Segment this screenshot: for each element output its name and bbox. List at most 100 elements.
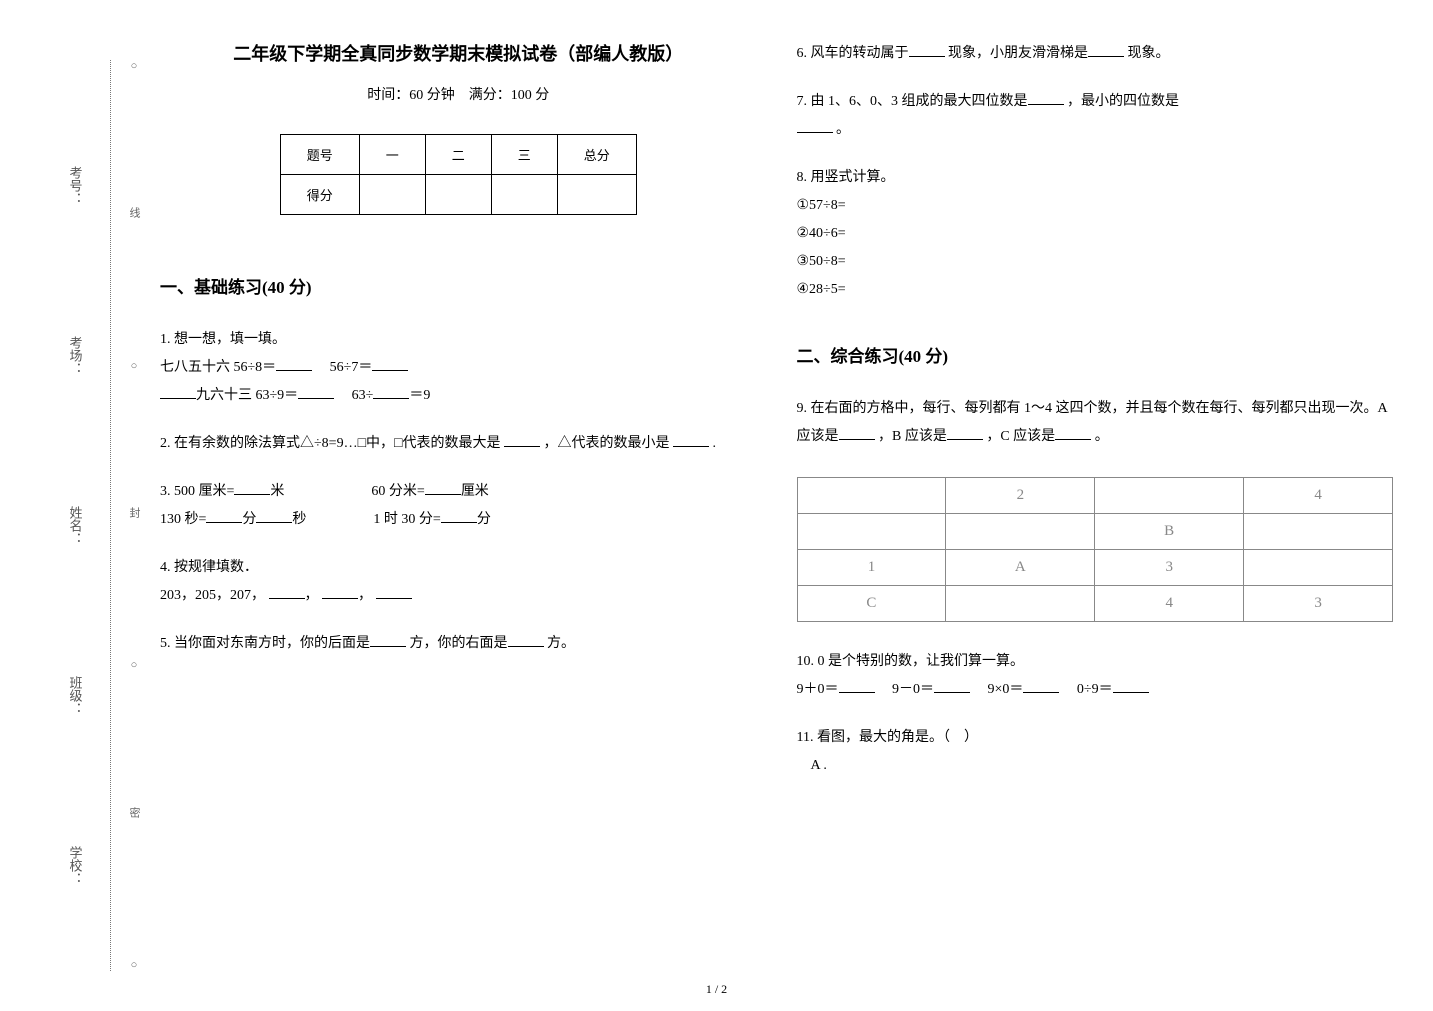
blank [1113,679,1149,693]
blank [372,357,408,371]
grid-cell [946,514,1095,550]
q3-text: 厘米 [461,484,489,499]
q4-seq: 203，205，207， ， ， [160,582,757,610]
q1-text: 63÷ [338,388,374,403]
blank [160,385,196,399]
grid-cell [1244,550,1393,586]
table-row: 2 4 [797,478,1393,514]
q7-text: 7. 由 1、6、0、3 组成的最大四位数是 [797,94,1028,109]
q4-stem: 4. 按规律填数． [160,554,757,582]
table-row: C 4 3 [797,586,1393,622]
grid-cell: C [797,586,946,622]
question-3: 3. 500 厘米=米 60 分米=厘米 130 秒=分秒 1 时 30 分=分 [160,478,757,534]
question-11: 11. 看图，最大的角是。（ ） A . [797,724,1394,780]
blank [322,585,358,599]
q8-item: ④28÷5= [797,276,1394,304]
seal-seg-2: 封 [126,507,142,524]
spine-labels: 考号： 考场： 姓名： 班级： 学校： [60,100,90,951]
question-4: 4. 按规律填数． 203，205，207， ， ， [160,554,757,610]
blank [1088,43,1124,57]
q2-text: . [713,436,717,451]
q8-item: ③50÷8= [797,248,1394,276]
q1-text: 九六十三 63÷9＝ [196,388,298,403]
blank [508,633,544,647]
q10-text: 0÷9＝ [1077,682,1113,697]
question-8: 8. 用竖式计算。 ①57÷8= ②40÷6= ③50÷8= ④28÷5= [797,164,1394,304]
grid-cell [1095,478,1244,514]
blank [234,481,270,495]
q3-text: 米 [270,484,284,499]
q7-text: 。 [836,122,850,137]
blank [909,43,945,57]
score-label: 得分 [280,175,359,215]
question-9: 9. 在右面的方格中，每行、每列都有 1～4 这四个数，并且每个数在每行、每列都… [797,395,1394,451]
blank [839,426,875,440]
blank [256,509,292,523]
blank [298,385,334,399]
q10-stem: 10. 0 是个特别的数，让我们算一算。 [797,648,1394,676]
score-table: 题号 一 二 三 总分 得分 [280,134,637,215]
blank [934,679,970,693]
score-head: 题号 [280,135,359,175]
q3-text: 1 时 30 分= [373,512,440,527]
question-10: 10. 0 是个特别的数，让我们算一算。 9＋0＝ 9－0＝ 9×0＝ 0÷9＝ [797,648,1394,704]
q2-text: ，△代表的数最小是 [544,436,670,451]
q5-text: 5. 当你面对东南方时，你的后面是 [160,636,370,651]
q3-text: 秒 [292,512,306,527]
q10-text: 9－0＝ [892,682,934,697]
score-cell [425,175,491,215]
blank [370,633,406,647]
right-column: 6. 风车的转动属于 现象，小朋友滑滑梯是 现象。 7. 由 1、6、0、3 组… [797,40,1394,971]
blank [441,509,477,523]
score-cell [359,175,425,215]
q1-line2: 九六十三 63÷9＝ 63÷ ＝9 [160,382,757,410]
blank [839,679,875,693]
q3-text: 60 分米= [371,484,424,499]
question-5: 5. 当你面对东南方时，你的后面是 方，你的右面是 方。 [160,630,757,658]
table-row: 1 A 3 [797,550,1393,586]
q4-text: 203，205，207， [160,588,265,603]
grid-cell [1244,514,1393,550]
table-row: 得分 [280,175,636,215]
exam-subtitle: 时间：60 分钟 满分：100 分 [160,84,757,104]
blank [947,426,983,440]
blank [673,433,709,447]
grid-cell: B [1095,514,1244,550]
score-cell [491,175,557,215]
grid-cell [797,478,946,514]
q8-stem: 8. 用竖式计算。 [797,164,1394,192]
q3-text: 分 [477,512,491,527]
seal-seg-3: 密 [126,807,142,824]
table-row: B [797,514,1393,550]
score-head: 一 [359,135,425,175]
q1-text: 七八五十六 56÷8＝ [160,360,276,375]
q3-text: 3. 500 厘米= [160,484,234,499]
blank [206,509,242,523]
q10-exprs: 9＋0＝ 9－0＝ 9×0＝ 0÷9＝ [797,676,1394,704]
q6-text: 现象，小朋友滑滑梯是 [948,46,1088,61]
seal-line-text: ○ 线 ○ 封 ○ 密 ○ [128,60,140,971]
left-column: 二年级下学期全真同步数学期末模拟试卷（部编人教版） 时间：60 分钟 满分：10… [160,40,757,971]
grid-cell: A [946,550,1095,586]
circle-icon: ○ [131,60,138,72]
q11-stem: 11. 看图，最大的角是。（ ） [797,724,1394,752]
grid-cell: 2 [946,478,1095,514]
exam-title: 二年级下学期全真同步数学期末模拟试卷（部编人教版） [160,40,757,66]
section-1-heading: 一、基础练习(40 分) [160,273,757,298]
number-grid: 2 4 B 1 A 3 C 4 3 [797,477,1394,622]
spine-name: 姓名： [66,506,85,545]
section-2-heading: 二、综合练习(40 分) [797,342,1394,367]
q5-text: 方，你的右面是 [410,636,508,651]
seal-dotted-line [110,60,111,971]
question-2: 2. 在有余数的除法算式△÷8=9…□中，□代表的数最大是 ，△代表的数最小是 … [160,430,757,458]
circle-icon: ○ [131,659,138,671]
blank [376,585,412,599]
q1-text: ＝9 [409,388,430,403]
q1-stem: 1. 想一想，填一填。 [160,326,757,354]
score-head: 三 [491,135,557,175]
score-cell [557,175,636,215]
q3-text: 分 [242,512,256,527]
grid-cell: 1 [797,550,946,586]
blank [373,385,409,399]
q10-text: 9＋0＝ [797,682,839,697]
